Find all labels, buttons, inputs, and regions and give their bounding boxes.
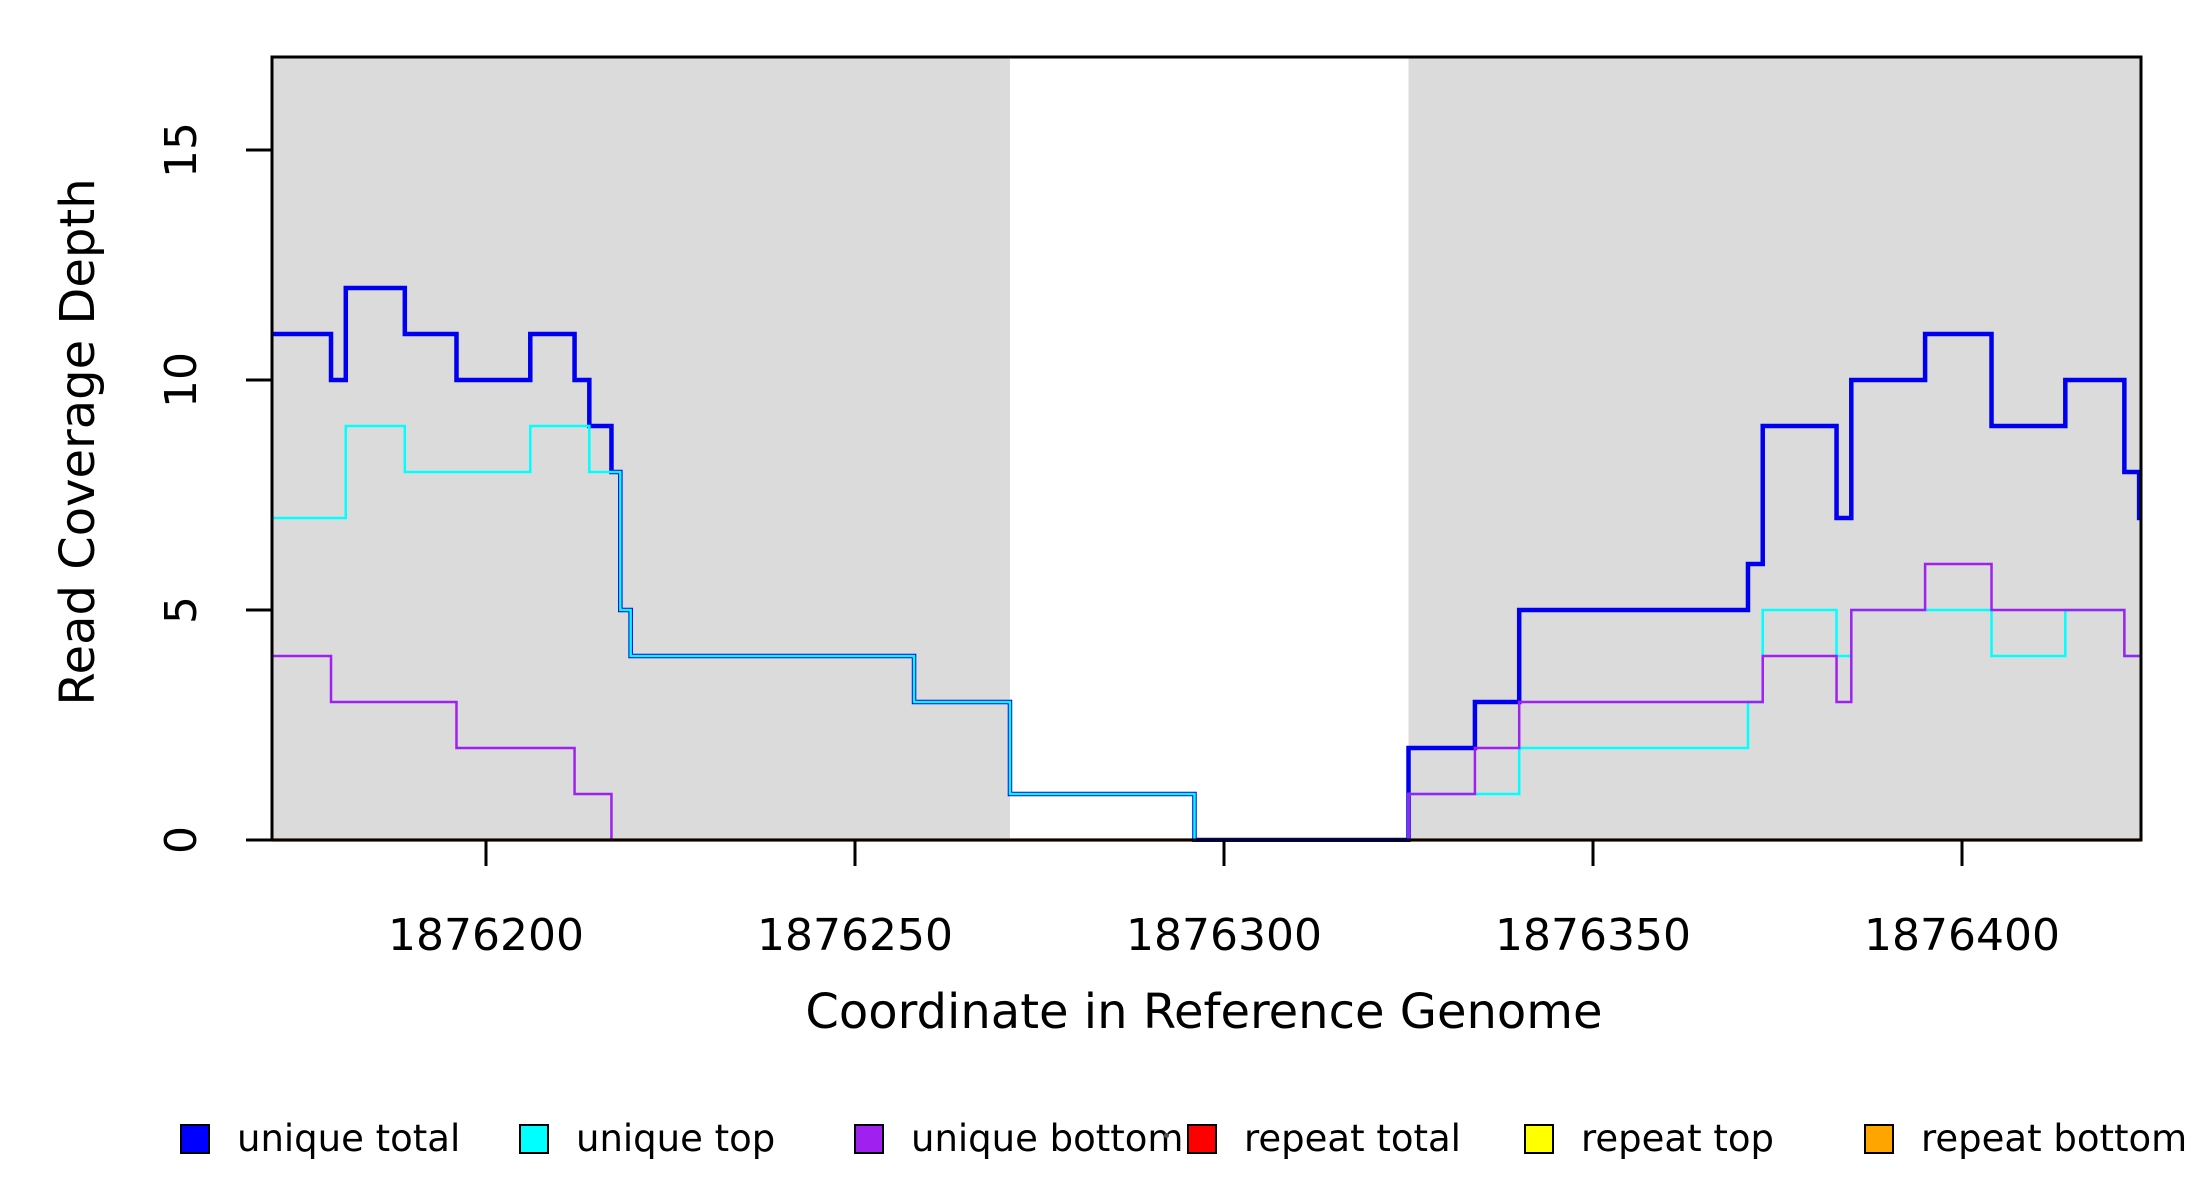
legend-item-repeat-top: repeat top	[1524, 1117, 1774, 1160]
legend-swatch-unique-bottom-icon	[854, 1123, 884, 1154]
legend-label: repeat top	[1581, 1117, 1774, 1160]
legend-item-unique-total: unique total	[180, 1117, 460, 1160]
y-tick-label: 15	[156, 122, 207, 178]
plot-border	[270, 55, 2143, 842]
y-axis-title: Read Coverage Depth	[50, 178, 106, 707]
x-tick-label: 1876400	[1864, 910, 2060, 961]
x-tick-label: 1876250	[757, 910, 953, 961]
legend-item-unique-bottom: unique bottom	[854, 1117, 1183, 1160]
stray-dot	[1164, 1133, 1169, 1138]
shaded-region	[1408, 57, 2141, 840]
legend-swatch-repeat-total-icon	[1187, 1123, 1217, 1154]
legend-swatch-unique-total-icon	[180, 1123, 210, 1154]
legend-swatch-repeat-top-icon	[1524, 1123, 1554, 1154]
x-tick-label: 1876300	[1126, 910, 1322, 961]
x-axis-title: Coordinate in Reference Genome	[805, 984, 1603, 1041]
series-unique-bottom	[272, 562, 2141, 842]
y-tick-label: 10	[156, 352, 207, 408]
shaded-region	[272, 57, 1010, 840]
legend-label: repeat bottom	[1921, 1117, 2188, 1160]
legend-item-repeat-total: repeat total	[1187, 1117, 1461, 1160]
legend-label: unique total	[237, 1117, 461, 1160]
x-tick-label: 1876350	[1495, 910, 1691, 961]
legend-label: repeat total	[1244, 1117, 1461, 1160]
legend-swatch-unique-top-icon	[519, 1123, 549, 1154]
legend-item-unique-top: unique top	[519, 1117, 775, 1160]
y-tick-label: 0	[156, 826, 207, 854]
legend-swatch-repeat-bottom-icon	[1864, 1123, 1894, 1154]
legend-label: unique top	[576, 1117, 776, 1160]
legend-label: unique bottom	[911, 1117, 1184, 1160]
y-tick-label: 5	[156, 596, 207, 624]
legend-item-repeat-bottom: repeat bottom	[1864, 1117, 2187, 1160]
x-tick-label: 1876200	[388, 910, 584, 961]
